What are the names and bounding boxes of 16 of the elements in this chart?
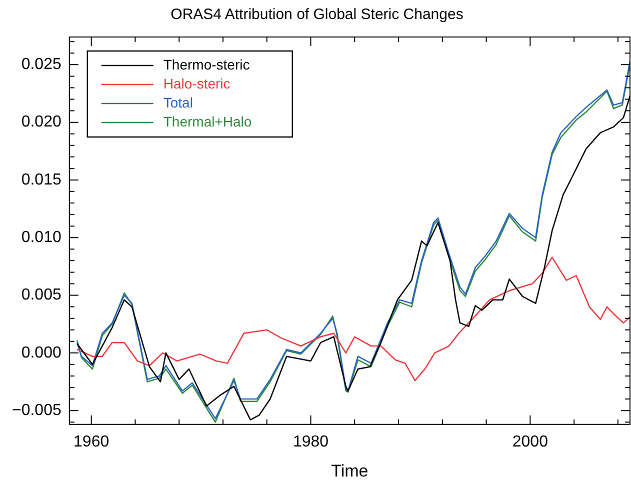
y-tick-label: 0.015: [21, 171, 62, 188]
legend-label: Thermo-steric: [163, 56, 250, 72]
legend-label: Thermal+Halo: [163, 113, 252, 130]
y-tick-label: 0.020: [21, 114, 62, 131]
chart-title: ORAS4 Attribution of Global Steric Changes: [170, 6, 464, 24]
y-tick-label: 0.005: [21, 286, 62, 304]
y-tick-label: −0.005: [12, 402, 62, 419]
y-tick-label: 0.025: [21, 56, 62, 74]
x-tick-label: 1960: [74, 433, 110, 450]
x-tick-label: 1980: [292, 433, 329, 450]
legend-label: Total: [163, 94, 193, 110]
legend-label: Halo-steric: [163, 75, 230, 92]
y-tick-label: 0.010: [21, 229, 62, 246]
x-tick-label: 2000: [512, 433, 548, 450]
x-axis-title: Time: [331, 461, 368, 480]
y-tick-label: 0.000: [21, 344, 62, 362]
